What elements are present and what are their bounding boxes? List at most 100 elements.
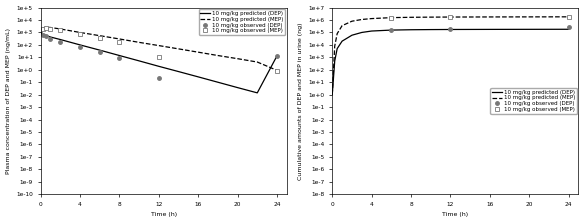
10 mg/kg predicted (DEP) (96, 49, 103, 52)
10 mg/kg predicted (DEP) (447, 28, 454, 31)
10 mg/kg predicted (DEP) (40, 33, 47, 36)
10 mg/kg observed (DEP) (388, 29, 395, 31)
10 mg/kg predicted (MEP) (388, 16, 395, 19)
10 mg/kg predicted (DEP) (234, 86, 241, 89)
10 mg/kg observed (DEP) (273, 54, 280, 57)
10 mg/kg predicted (DEP) (57, 38, 64, 41)
Line: 10 mg/kg observed (MEP): 10 mg/kg observed (MEP) (41, 27, 279, 72)
Line: 10 mg/kg observed (DEP): 10 mg/kg observed (DEP) (41, 34, 279, 80)
10 mg/kg predicted (DEP) (368, 30, 375, 32)
10 mg/kg observed (DEP) (116, 56, 123, 59)
10 mg/kg predicted (MEP) (57, 28, 64, 30)
10 mg/kg observed (MEP) (155, 56, 162, 59)
10 mg/kg predicted (MEP) (234, 57, 241, 60)
10 mg/kg observed (DEP) (42, 35, 49, 38)
10 mg/kg predicted (DEP) (194, 76, 201, 78)
Line: 10 mg/kg observed (MEP): 10 mg/kg observed (MEP) (390, 15, 571, 19)
10 mg/kg observed (MEP) (565, 15, 572, 18)
10 mg/kg predicted (DEP) (116, 54, 123, 57)
10 mg/kg predicted (DEP) (526, 28, 533, 31)
10 mg/kg observed (MEP) (96, 37, 103, 39)
10 mg/kg predicted (DEP) (175, 70, 182, 73)
10 mg/kg predicted (DEP) (427, 28, 434, 31)
10 mg/kg predicted (MEP) (447, 16, 454, 18)
Y-axis label: Cumulative amounts of DEP and MEP in urine (ng): Cumulative amounts of DEP and MEP in uri… (298, 22, 303, 180)
Line: 10 mg/kg observed (DEP): 10 mg/kg observed (DEP) (390, 26, 571, 32)
10 mg/kg predicted (DEP) (273, 55, 280, 57)
10 mg/kg predicted (MEP) (427, 16, 434, 19)
10 mg/kg predicted (DEP) (349, 34, 356, 37)
10 mg/kg observed (DEP) (47, 38, 54, 40)
10 mg/kg observed (MEP) (42, 27, 49, 29)
10 mg/kg predicted (DEP) (329, 93, 336, 96)
10 mg/kg observed (MEP) (57, 29, 64, 32)
10 mg/kg observed (MEP) (40, 28, 47, 31)
10 mg/kg predicted (MEP) (42, 26, 49, 29)
10 mg/kg predicted (MEP) (486, 16, 493, 18)
10 mg/kg predicted (MEP) (565, 15, 572, 18)
10 mg/kg predicted (MEP) (38, 32, 45, 34)
10 mg/kg observed (MEP) (388, 16, 395, 19)
Line: 10 mg/kg predicted (DEP): 10 mg/kg predicted (DEP) (332, 29, 569, 95)
10 mg/kg predicted (MEP) (37, 35, 44, 37)
10 mg/kg observed (MEP) (47, 27, 54, 30)
Legend: 10 mg/kg predicted (DEP), 10 mg/kg predicted (MEP), 10 mg/kg observed (DEP), 10 : 10 mg/kg predicted (DEP), 10 mg/kg predi… (199, 9, 285, 35)
10 mg/kg predicted (DEP) (42, 34, 49, 37)
10 mg/kg predicted (MEP) (329, 93, 336, 96)
10 mg/kg predicted (MEP) (333, 32, 340, 35)
10 mg/kg predicted (MEP) (194, 51, 201, 54)
10 mg/kg predicted (DEP) (37, 32, 44, 35)
10 mg/kg predicted (MEP) (368, 17, 375, 20)
10 mg/kg predicted (DEP) (333, 47, 340, 50)
10 mg/kg predicted (MEP) (214, 54, 221, 57)
10 mg/kg predicted (MEP) (155, 44, 162, 47)
10 mg/kg predicted (MEP) (116, 38, 123, 40)
10 mg/kg observed (MEP) (273, 69, 280, 72)
10 mg/kg observed (MEP) (77, 33, 84, 36)
10 mg/kg predicted (DEP) (155, 65, 162, 68)
10 mg/kg predicted (DEP) (486, 28, 493, 31)
10 mg/kg predicted (MEP) (526, 16, 533, 18)
Line: 10 mg/kg predicted (MEP): 10 mg/kg predicted (MEP) (41, 27, 277, 70)
10 mg/kg predicted (MEP) (254, 61, 261, 63)
10 mg/kg predicted (DEP) (565, 28, 572, 31)
10 mg/kg predicted (MEP) (349, 20, 356, 23)
10 mg/kg predicted (DEP) (38, 33, 45, 35)
10 mg/kg predicted (DEP) (331, 60, 338, 62)
10 mg/kg predicted (MEP) (96, 34, 103, 37)
10 mg/kg predicted (MEP) (135, 41, 142, 44)
10 mg/kg observed (DEP) (447, 28, 454, 31)
Legend: 10 mg/kg predicted (DEP), 10 mg/kg predicted (MEP), 10 mg/kg observed (DEP), 10 : 10 mg/kg predicted (DEP), 10 mg/kg predi… (491, 88, 577, 114)
10 mg/kg predicted (DEP) (388, 29, 395, 31)
10 mg/kg predicted (MEP) (77, 31, 84, 34)
10 mg/kg observed (DEP) (40, 34, 47, 37)
X-axis label: Time (h): Time (h) (151, 213, 177, 217)
10 mg/kg predicted (DEP) (47, 36, 54, 38)
X-axis label: Time (h): Time (h) (442, 213, 468, 217)
10 mg/kg predicted (MEP) (47, 26, 54, 29)
10 mg/kg predicted (DEP) (408, 28, 415, 31)
10 mg/kg predicted (DEP) (214, 81, 221, 84)
10 mg/kg predicted (MEP) (359, 18, 366, 21)
10 mg/kg predicted (DEP) (77, 43, 84, 46)
10 mg/kg observed (DEP) (96, 51, 103, 54)
10 mg/kg observed (DEP) (77, 45, 84, 48)
Y-axis label: Plasma concentration of DEP and MEP (ng/mL): Plasma concentration of DEP and MEP (ng/… (6, 28, 11, 174)
10 mg/kg predicted (MEP) (339, 24, 346, 27)
10 mg/kg predicted (MEP) (40, 27, 47, 29)
10 mg/kg observed (DEP) (155, 77, 162, 79)
10 mg/kg predicted (MEP) (273, 69, 280, 72)
Line: 10 mg/kg predicted (MEP): 10 mg/kg predicted (MEP) (332, 17, 569, 95)
10 mg/kg predicted (DEP) (339, 40, 346, 43)
10 mg/kg predicted (DEP) (359, 31, 366, 34)
10 mg/kg predicted (MEP) (408, 16, 415, 19)
10 mg/kg predicted (MEP) (175, 47, 182, 50)
Line: 10 mg/kg predicted (DEP): 10 mg/kg predicted (DEP) (41, 34, 277, 93)
10 mg/kg observed (DEP) (57, 40, 64, 43)
10 mg/kg observed (DEP) (565, 26, 572, 29)
10 mg/kg predicted (DEP) (254, 91, 261, 94)
10 mg/kg observed (MEP) (116, 40, 123, 43)
10 mg/kg observed (MEP) (447, 16, 454, 19)
10 mg/kg predicted (DEP) (135, 60, 142, 62)
10 mg/kg predicted (MEP) (331, 45, 338, 47)
